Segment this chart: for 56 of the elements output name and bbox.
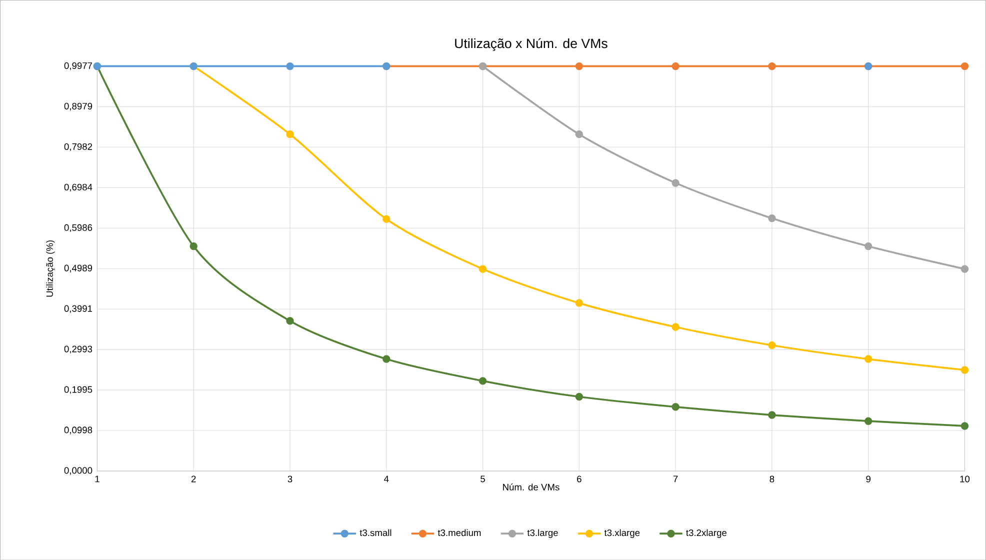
x-tick-label: 2 [191, 476, 196, 482]
point [382, 355, 390, 363]
legend-label: t3.2xlarge [686, 529, 726, 538]
legend-label: t3.large [527, 529, 558, 538]
x-tick-label: 1 [95, 476, 100, 482]
y-tick-label: 0,0998 [64, 426, 92, 434]
x-tick-label: 10 [960, 476, 970, 482]
legend-label: t3.xlarge [604, 529, 640, 538]
point [768, 411, 776, 419]
y-tick-label: 0,1995 [64, 386, 92, 394]
y-tick-label: 0,6984 [64, 184, 92, 192]
y-tick-label: 0,7982 [64, 143, 92, 151]
y-tick-label: 0,5986 [64, 224, 92, 232]
point [478, 376, 487, 385]
point [672, 178, 680, 187]
y-tick-label: 0,8979 [64, 102, 92, 110]
chart-title: Utilização x Núm. de VMs [455, 38, 608, 51]
point [286, 316, 294, 325]
x-tick-label: 9 [866, 476, 870, 482]
point [960, 422, 969, 430]
legend-label: t3.small [360, 529, 392, 536]
x-tick-label: 4 [384, 476, 389, 482]
x-tick-label: 8 [770, 476, 774, 482]
point [864, 355, 872, 363]
point [672, 62, 680, 70]
x-axis-title: Núm. de VMs [503, 483, 560, 490]
point [960, 264, 969, 273]
point [672, 323, 680, 331]
point [286, 62, 294, 70]
y-tick-label: 0,2993 [64, 346, 92, 354]
point [575, 299, 584, 307]
point [768, 62, 776, 70]
y-tick-label: 0,0000 [64, 467, 92, 475]
y-tick-label: 0,9977 [64, 62, 92, 70]
point [382, 215, 390, 223]
y-tick-label: 0,3991 [64, 305, 92, 313]
x-tick-label: 7 [673, 476, 678, 482]
point [768, 214, 776, 222]
point [190, 242, 198, 250]
point [960, 62, 969, 70]
point [286, 130, 294, 138]
point [864, 417, 872, 425]
legend-label: t3.medium [438, 529, 481, 536]
point [672, 402, 680, 411]
y-tick-label: 0,4989 [64, 264, 92, 272]
x-tick-label: 5 [480, 476, 485, 482]
x-tick-label: 6 [577, 476, 582, 482]
y-axis-title: Utilização (%) [46, 240, 55, 297]
point [960, 366, 969, 374]
point [864, 242, 872, 250]
point [575, 130, 584, 138]
point [768, 341, 776, 349]
x-tick-label: 3 [288, 476, 292, 482]
point [575, 392, 584, 401]
point [478, 264, 487, 273]
point [575, 62, 584, 70]
